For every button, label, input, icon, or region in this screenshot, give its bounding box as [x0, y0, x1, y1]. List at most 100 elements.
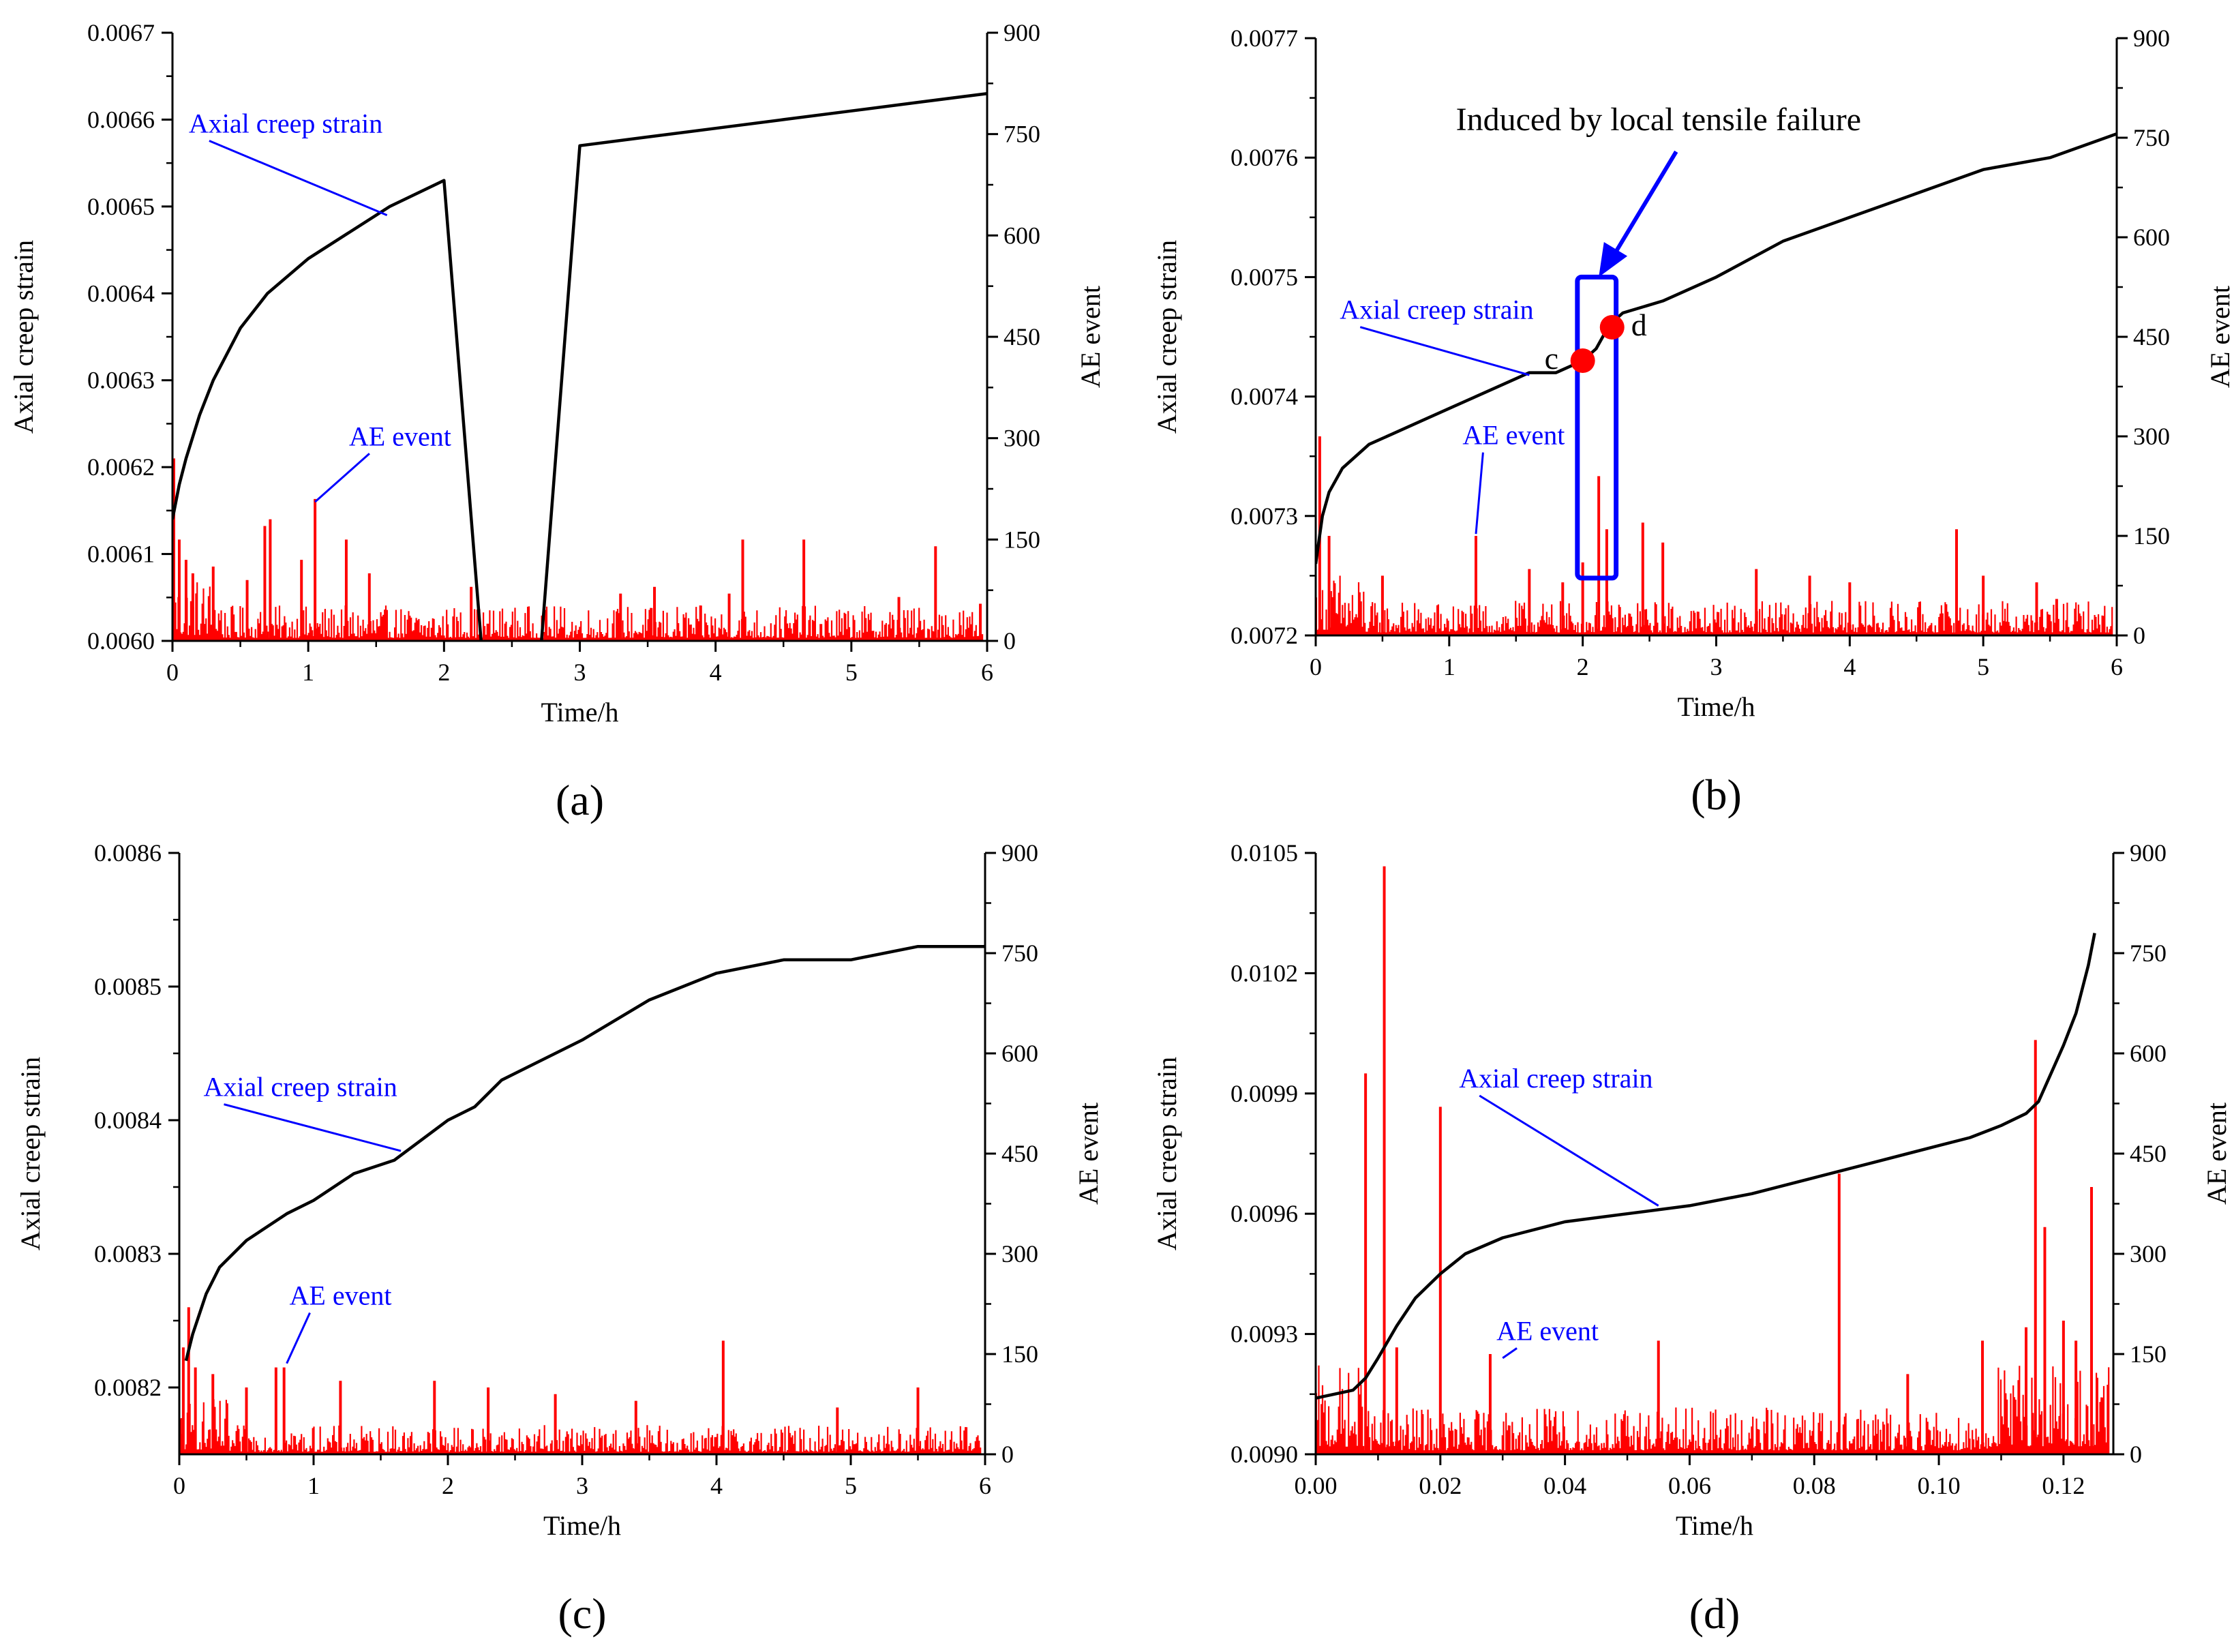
y-right-tick-label: 450 [1001, 1140, 1038, 1167]
x-tick-label: 0 [166, 659, 179, 686]
x-tick-label: 0.12 [2042, 1472, 2085, 1499]
y-left-tick-label: 0.0086 [94, 839, 162, 867]
y-right-tick-label: 600 [1003, 222, 1040, 249]
ae-event-bars [172, 458, 984, 641]
x-tick-label: 0.04 [1543, 1472, 1586, 1499]
y-right-tick-label: 750 [2133, 124, 2170, 151]
y-left-tick-label: 0.0105 [1231, 839, 1298, 867]
y-left-tick-label: 0.0076 [1231, 144, 1298, 171]
y-right-tick-label: 600 [2133, 224, 2170, 251]
chart-panel-4: 0.00 0.02 0.04 0.06 0.08 0.10 0.12 0.0090 0.0093… [1151, 839, 2232, 1638]
point-label-d: d [1631, 307, 1647, 342]
y-right-tick-label: 0 [1003, 627, 1016, 655]
y-right-tick-label: 900 [1003, 19, 1040, 46]
axial-creep-strain-line [1316, 132, 2117, 565]
x-tick-label: 5 [845, 1472, 857, 1499]
y-right-tick-label: 150 [1001, 1340, 1038, 1368]
y-right-tick-label: 300 [2130, 1240, 2167, 1267]
annotation-leader-line [1359, 326, 1530, 376]
panel-label: (a) [556, 776, 604, 824]
x-tick-label: 1 [302, 659, 314, 686]
x-tick-label: 0.02 [1419, 1472, 1462, 1499]
y-right-tick-label: 900 [2133, 25, 2170, 52]
x-tick-label: 1 [1443, 653, 1455, 680]
chart-panel-2: 0 1 2 3 4 5 6 0.0072 0.0073 0.0074 0.0075 0.0076 0.0… [1151, 25, 2234, 819]
x-tick-label: 4 [710, 659, 722, 686]
y-left-tick-label: 0.0083 [94, 1240, 162, 1267]
x-tick-label: 4 [710, 1472, 723, 1499]
x-tick-label: 0.00 [1295, 1472, 1338, 1499]
y-right-tick-label: 150 [1003, 526, 1040, 553]
y-right-tick-label: 0 [1001, 1441, 1014, 1468]
annotation-label: AE event [290, 1280, 392, 1310]
annotation-label: Axial creep strain [203, 1072, 397, 1102]
y-right-tick-label: 300 [1003, 425, 1040, 452]
y-left-tick-label: 0.0077 [1231, 25, 1298, 52]
chart-panel-1: 0 1 2 3 4 5 6 0.0060 0.0061 0.0062 0.0063 0.0064 0.0… [8, 19, 1106, 824]
y-left-tick-label: 0.0063 [87, 367, 155, 394]
y-right-tick-label: 0 [2133, 622, 2145, 649]
x-tick-label: 0.10 [1918, 1472, 1961, 1499]
x-tick-label: 0 [173, 1472, 185, 1499]
x-tick-label: 3 [574, 659, 586, 686]
annotation-arrow-head [1599, 242, 1628, 277]
y-left-tick-label: 0.0093 [1231, 1321, 1298, 1348]
y-right-tick-label: 150 [2133, 522, 2170, 550]
x-tick-label: 0.06 [1668, 1472, 1711, 1499]
panel-label: (c) [558, 1589, 606, 1638]
y-right-tick-label: 900 [1001, 839, 1038, 867]
x-tick-label: 6 [981, 659, 993, 686]
x-tick-label: 0 [1310, 653, 1322, 680]
x-tick-label: 4 [1843, 653, 1856, 680]
annotation-label: Axial creep strain [1340, 295, 1533, 325]
panel-label: (d) [1689, 1589, 1740, 1638]
x-tick-label: 5 [845, 659, 858, 686]
point-marker-c [1570, 348, 1595, 374]
axial-creep-strain-line [172, 91, 987, 641]
y-right-tick-label: 450 [1003, 323, 1040, 350]
axial-creep-strain-line [184, 944, 985, 1362]
y-left-tick-label: 0.0102 [1231, 959, 1298, 987]
annotation-leader-line [314, 453, 370, 503]
x-tick-label: 6 [979, 1472, 991, 1499]
x-tick-label: 1 [307, 1472, 320, 1499]
annotation-tensile-failure: Induced by local tensile failure [1456, 102, 1861, 138]
point-label-c: c [1545, 341, 1558, 376]
y-left-tick-label: 0.0066 [87, 106, 155, 133]
y-right-tick-label: 750 [1003, 121, 1040, 148]
y-left-tick-label: 0.0064 [87, 280, 155, 307]
y-left-tick-label: 0.0072 [1231, 622, 1298, 649]
y-right-tick-label: 600 [1001, 1040, 1038, 1067]
x-tick-label: 2 [1577, 653, 1589, 680]
x-axis-label: Time/h [1677, 691, 1755, 722]
y-right-tick-label: 750 [2130, 940, 2167, 967]
x-tick-label: 5 [1977, 653, 1989, 680]
x-axis-label: Time/h [541, 697, 618, 727]
y-right-tick-label: 900 [2130, 839, 2167, 867]
annotation-leader-line [1502, 1347, 1518, 1360]
y-right-tick-label: 300 [2133, 423, 2170, 450]
annotation-leader-line [1479, 1094, 1659, 1207]
y-right-tick-label: 450 [2130, 1140, 2167, 1167]
y-left-axis-label: Axial creep strain [1151, 1057, 1182, 1250]
x-axis-label: Time/h [543, 1510, 621, 1541]
y-left-tick-label: 0.0075 [1231, 263, 1298, 290]
y-left-axis-label: Axial creep strain [1151, 240, 1182, 434]
y-right-tick-label: 750 [1001, 940, 1038, 967]
annotation-label: Axial creep strain [1459, 1063, 1652, 1094]
annotation-leader-line [209, 140, 388, 216]
y-right-tick-label: 300 [1001, 1240, 1038, 1267]
annotation-leader-line [1475, 452, 1484, 535]
y-right-axis-label: AE event [1073, 1102, 1104, 1205]
y-right-axis-label: AE event [2201, 1102, 2232, 1205]
y-left-tick-label: 0.0062 [87, 453, 155, 481]
panel-label: (b) [1691, 770, 1742, 819]
y-left-tick-label: 0.0099 [1231, 1080, 1298, 1107]
y-left-tick-label: 0.0082 [94, 1374, 162, 1401]
annotation-arrow-shaft [1603, 150, 1678, 270]
y-right-axis-label: AE event [2205, 286, 2234, 388]
y-left-tick-label: 0.0073 [1231, 502, 1298, 530]
annotation-label: AE event [1496, 1315, 1599, 1346]
